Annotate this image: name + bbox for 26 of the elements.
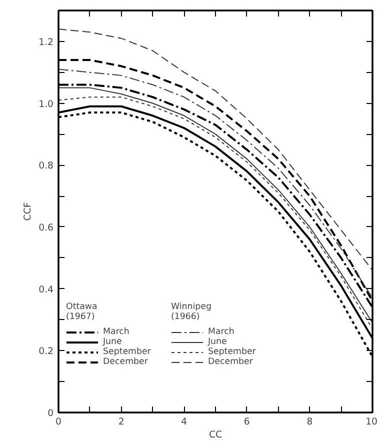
y-tick-label: 0.4 [38,284,54,296]
annotation: Ottawa (1967) [66,302,98,322]
legend-label: March [208,327,234,337]
y-tick-label: 1.2 [38,36,54,48]
legend-label: December [208,357,253,367]
legend-label: September [208,347,256,357]
x-tick-label: 6 [244,416,250,428]
x-tick-label: 10 [366,416,377,428]
legend-label: March [103,327,130,337]
y-tick-label: 0.6 [38,222,54,234]
x-tick-label: 8 [306,416,313,428]
y-tick-label: 0.2 [38,346,54,358]
y-tick-label: 0 [48,408,54,419]
line-series [58,28,372,271]
x-tick-label: 4 [181,416,188,428]
x-tick-label: 0 [56,416,62,428]
y-tick-label: 1.0 [38,98,54,110]
legend-label: December [103,357,148,367]
legend-label: September [103,347,151,357]
legend-label: June [103,337,123,347]
x-tick-label: 2 [118,416,124,428]
annotation: Winnipeg (1966) [171,302,212,322]
x-axis-title: CC [208,430,222,440]
y-tick-label: 0.8 [38,160,54,172]
legend-label: June [208,337,228,347]
y-axis-title: CCF [22,202,34,221]
